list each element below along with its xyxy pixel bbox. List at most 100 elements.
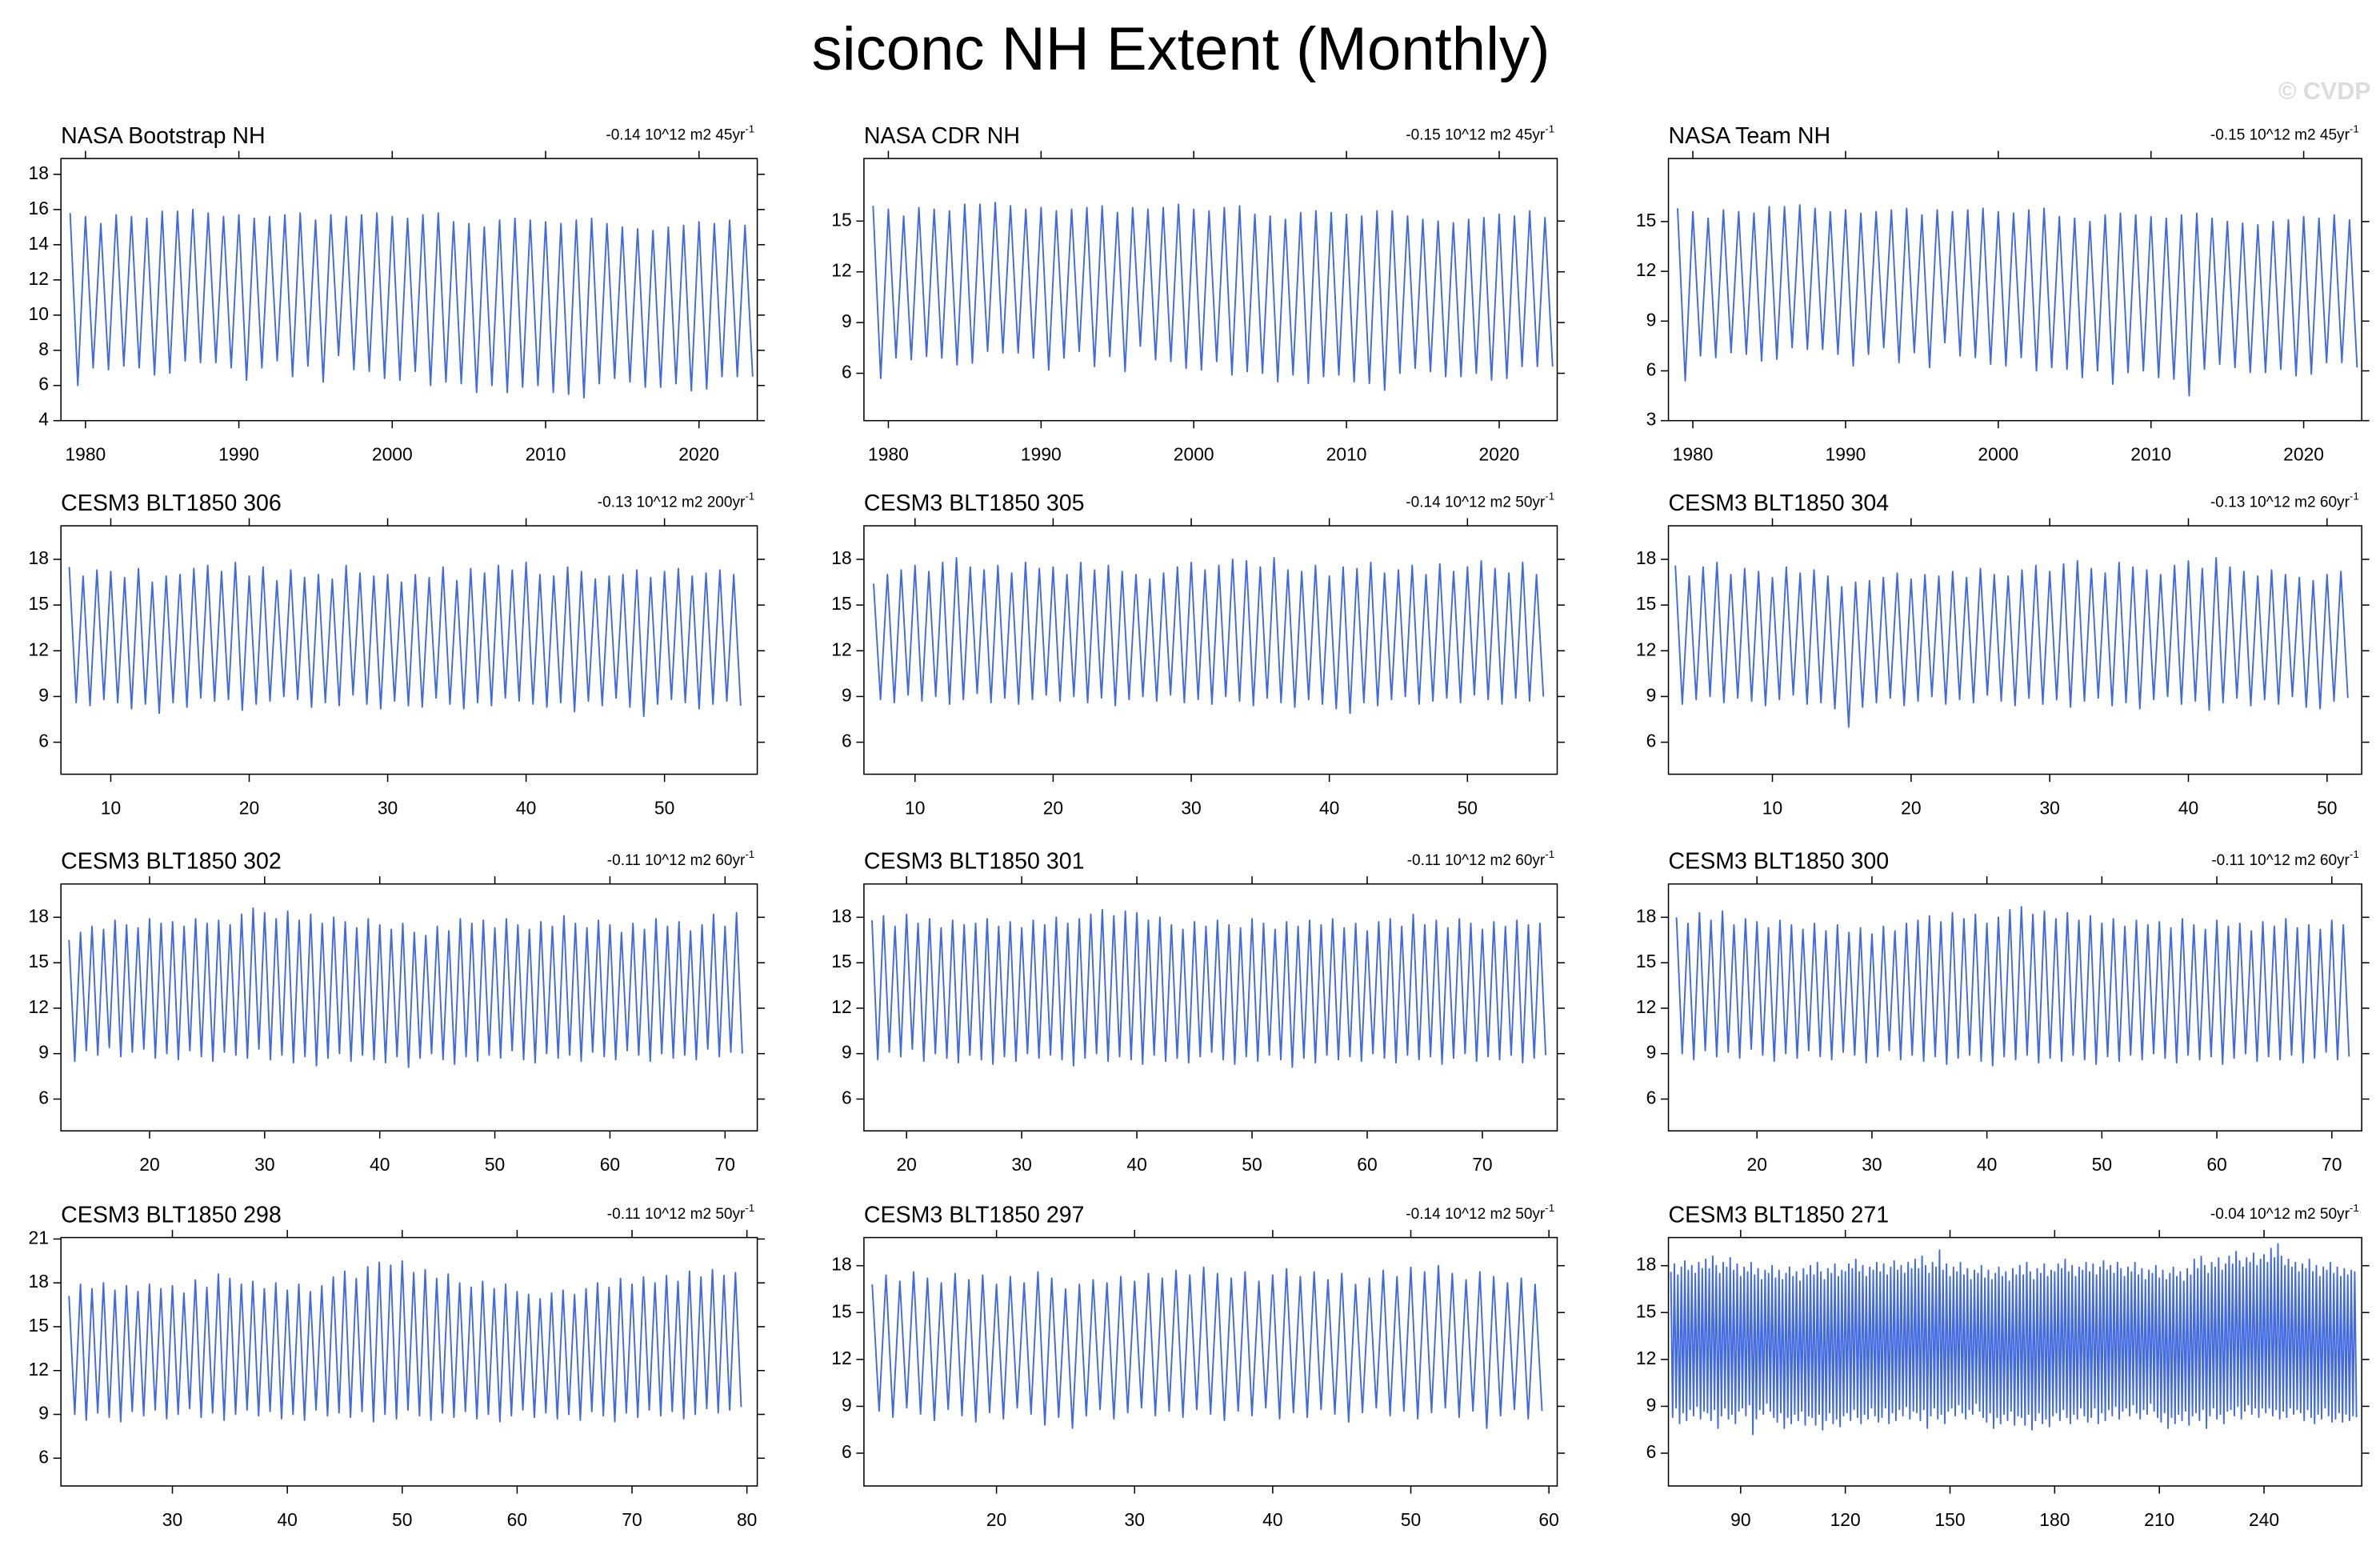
panel-trend: -0.15 10^12 m2 45yr [2210,127,2350,144]
y-tick-label: 12 [29,639,49,659]
y-tick-label: 12 [1636,259,1656,280]
panel-trend-exponent: -1 [2350,490,2359,502]
x-tick-label: 70 [622,1509,642,1530]
y-tick-label: 9 [1646,1394,1657,1415]
y-tick-label: 6 [1646,359,1657,380]
x-tick-label: 30 [1181,797,1201,818]
y-tick-label: 15 [1636,1300,1656,1321]
y-tick-label: 18 [29,1271,49,1292]
x-tick-label: 40 [370,1154,390,1175]
data-line [873,557,1545,715]
x-tick-label: 20 [139,1154,159,1175]
y-tick-label: 6 [38,1087,49,1108]
y-tick-label: 12 [1636,1348,1656,1368]
x-tick-label: 60 [1538,1509,1558,1530]
y-tick-label: 15 [831,593,851,614]
y-tick-label: 4 [38,409,49,430]
plot-frame [863,1236,1558,1487]
panel-trend-exponent: -1 [745,848,754,860]
y-tick-label: 6 [38,731,49,751]
y-tick-label: 15 [1636,593,1656,614]
panel-trend: -0.14 10^12 m2 50yr [1406,495,1546,511]
y-tick-label: 15 [831,1300,851,1321]
y-tick-label: 15 [29,593,49,614]
panel-trend: -0.11 10^12 m2 50yr [607,1206,746,1223]
y-tick-label: 18 [831,905,851,926]
x-tick-label: 10 [101,797,121,818]
y-tick-label: 12 [831,996,851,1017]
x-tick-label: 1980 [1673,444,1714,465]
panel-title: CESM3 BLT1850 304 [1669,491,1890,516]
y-tick-label: 12 [831,639,851,659]
y-tick-label: 6 [842,1087,852,1108]
x-tick-label: 30 [2039,797,2059,818]
panel-trend-exponent: -1 [745,1202,754,1214]
x-tick-label: 30 [1125,1509,1145,1530]
y-tick-label: 12 [29,268,49,289]
plot-frame [1667,525,2362,775]
y-tick-label: 18 [831,547,851,568]
y-tick-label: 15 [29,1315,49,1336]
panel-title: CESM3 BLT1850 305 [864,491,1085,516]
panel-trend: -0.04 10^12 m2 50yr [2210,1206,2350,1223]
panel-trend-exponent: -1 [1545,848,1554,860]
data-line [69,208,754,399]
x-tick-label: 80 [737,1509,757,1530]
x-tick-label: 30 [162,1509,182,1530]
panel-trend: -0.11 10^12 m2 60yr [607,852,746,869]
y-tick-label: 16 [29,198,49,218]
x-tick-label: 40 [1977,1154,1997,1175]
y-tick-label: 18 [831,1254,851,1275]
x-tick-label: 10 [1762,797,1782,818]
y-tick-label: 3 [1646,409,1657,430]
panel-title: CESM3 BLT1850 306 [61,491,282,516]
x-tick-label: 50 [2317,797,2337,818]
plot-frame [863,158,1558,422]
y-tick-label: 18 [1636,905,1656,926]
data-line [1670,1243,2358,1436]
x-tick-label: 120 [1830,1509,1861,1530]
x-tick-label: 50 [1401,1509,1421,1530]
x-tick-label: 60 [600,1154,620,1175]
panel-trend-exponent: -1 [2350,122,2359,134]
panel-trend: -0.15 10^12 m2 45yr [1406,127,1546,144]
x-tick-label: 2020 [1479,444,1520,465]
data-line [872,202,1554,391]
x-tick-label: 20 [1043,797,1063,818]
x-tick-label: 30 [1862,1154,1882,1175]
plot-frame [1667,883,2362,1131]
data-line [871,1264,1543,1429]
x-tick-label: 2000 [1978,444,2018,465]
x-tick-label: 50 [2092,1154,2112,1175]
panel-trend: -0.14 10^12 m2 50yr [1406,1206,1546,1223]
x-tick-label: 40 [2178,797,2198,818]
x-tick-label: 50 [1458,797,1478,818]
x-tick-label: 30 [254,1154,274,1175]
plot-frame [1667,1236,2362,1487]
plot-frame [1667,158,2362,422]
panel-title: NASA CDR NH [864,123,1020,149]
y-tick-label: 6 [1646,1441,1657,1462]
panel-trend-exponent: -1 [1545,122,1554,134]
x-tick-label: 2000 [1174,444,1214,465]
y-tick-label: 6 [1646,731,1657,751]
y-tick-label: 9 [842,684,852,705]
y-tick-label: 15 [1636,210,1656,230]
y-tick-label: 12 [1636,639,1656,659]
panel-trend-exponent: -1 [2350,848,2359,860]
x-tick-label: 1990 [1826,444,1866,465]
data-line [68,561,742,718]
y-tick-label: 12 [831,1348,851,1368]
x-tick-label: 1980 [868,444,909,465]
panel-title: NASA Team NH [1669,123,1831,149]
plot-frame [863,883,1558,1131]
panel-title: CESM3 BLT1850 300 [1669,849,1890,875]
x-tick-label: 60 [2206,1154,2226,1175]
y-tick-label: 6 [842,1441,852,1462]
y-tick-label: 12 [29,996,49,1017]
x-tick-label: 30 [1011,1154,1031,1175]
y-tick-label: 6 [38,374,49,395]
x-tick-label: 10 [905,797,925,818]
y-tick-label: 15 [1636,951,1656,971]
